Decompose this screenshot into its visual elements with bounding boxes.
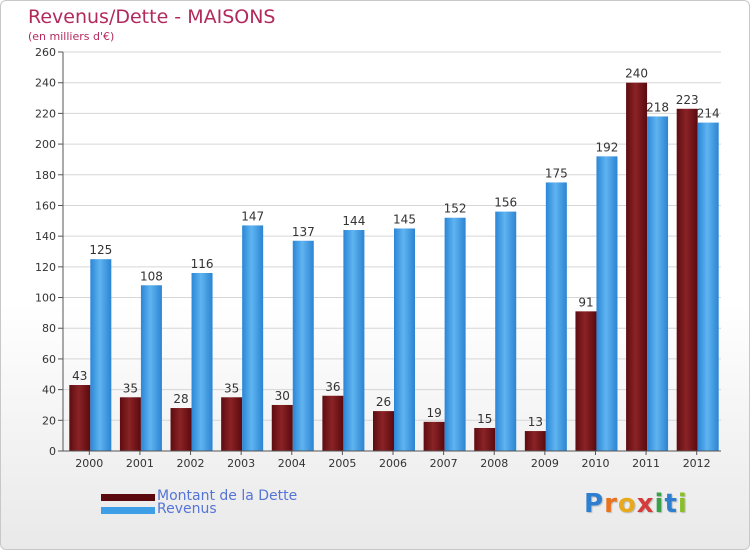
labels-layer: 4312535108281163514730137361442614519152… — [72, 67, 719, 429]
data-label: 116 — [191, 257, 214, 271]
x-tick-label: 2004 — [278, 457, 306, 470]
data-label: 28 — [173, 392, 188, 406]
proxiti-logo: Proxiti — [584, 489, 688, 519]
bar-dette-2009 — [524, 431, 546, 451]
data-label: 144 — [342, 214, 365, 228]
data-label: 26 — [376, 395, 391, 409]
x-tick-label: 2010 — [581, 457, 609, 470]
bar-dette-2012 — [676, 108, 698, 452]
bar-revenus-2003 — [242, 225, 264, 451]
bar-revenus-2010 — [596, 156, 618, 451]
logo-letter: i — [677, 489, 688, 519]
data-label: 156 — [494, 196, 517, 210]
bar-revenus-2002 — [191, 272, 213, 451]
data-label: 35 — [123, 381, 138, 395]
x-tick-label: 2009 — [531, 457, 559, 470]
x-tick-label: 2011 — [632, 457, 660, 470]
data-label: 35 — [224, 381, 239, 395]
x-tick-label: 2002 — [177, 457, 205, 470]
axis-layer: 0 20 40 60 80 100 120 140 160 180 200 220 240 260 2000… — [35, 46, 721, 470]
x-tick-label: 2012 — [683, 457, 711, 470]
bar-revenus-2007 — [444, 217, 466, 451]
bar-revenus-2012 — [697, 122, 719, 451]
y-tick-label: 200 — [35, 138, 56, 151]
bar-revenus-2006 — [394, 228, 415, 451]
bar-dette-2011 — [626, 82, 648, 451]
bar-dette-2010 — [575, 311, 597, 451]
data-label: 13 — [528, 415, 543, 429]
y-tick-label: 20 — [42, 414, 56, 427]
data-label: 192 — [596, 140, 619, 154]
y-tick-label: 100 — [35, 292, 56, 305]
bar-revenus-2011 — [647, 116, 669, 451]
y-tick-label: 0 — [49, 445, 56, 458]
x-tick-label: 2003 — [227, 457, 255, 470]
bar-revenus-2000 — [90, 259, 112, 451]
bar-dette-2001 — [119, 397, 141, 451]
logo-letter: o — [617, 489, 637, 519]
data-label: 175 — [545, 166, 568, 180]
x-tick-label: 2008 — [480, 457, 508, 470]
logo-letter: t — [664, 489, 678, 519]
bar-revenus-2001 — [140, 285, 162, 451]
logo-letter: r — [604, 489, 618, 519]
bar-revenus-2009 — [545, 182, 567, 451]
bar-dette-2006 — [373, 411, 394, 451]
bar-dette-2004 — [271, 404, 293, 451]
data-label: 91 — [578, 295, 593, 309]
bar-dette-2000 — [69, 385, 91, 451]
chart-subtitle: (en milliers d'€) — [28, 30, 115, 43]
y-tick-label: 160 — [35, 199, 56, 212]
y-tick-label: 260 — [35, 46, 56, 59]
logo-letter: i — [654, 489, 665, 519]
bar-revenus-2005 — [343, 230, 365, 451]
x-tick-label: 2000 — [75, 457, 103, 470]
chart-title: Revenus/Dette - MAISONS — [28, 6, 276, 28]
x-tick-label: 2007 — [430, 457, 458, 470]
bar-dette-2008 — [474, 427, 496, 451]
data-label: 43 — [72, 369, 87, 383]
data-label: 137 — [292, 225, 315, 239]
bar-dette-2003 — [221, 397, 243, 451]
data-label: 223 — [676, 93, 699, 107]
bar-dette-2007 — [423, 421, 445, 451]
data-label: 30 — [275, 389, 290, 403]
data-label: 19 — [426, 406, 441, 420]
y-tick-label: 80 — [42, 322, 56, 335]
logo-letter: P — [584, 489, 605, 519]
legend-swatch-debt — [101, 494, 155, 501]
bar-revenus-2004 — [292, 240, 314, 451]
bars-layer — [69, 82, 719, 452]
y-tick-label: 140 — [35, 230, 56, 243]
data-label: 36 — [325, 380, 340, 394]
legend-label-debt: Montant de la Dette — [157, 488, 298, 504]
y-tick-label: 240 — [35, 77, 56, 90]
y-tick-label: 40 — [42, 384, 56, 397]
data-label: 152 — [444, 202, 467, 216]
x-tick-label: 2006 — [379, 457, 407, 470]
bar-revenus-2008 — [495, 211, 517, 451]
data-label: 15 — [477, 412, 492, 426]
data-label: 147 — [241, 209, 264, 223]
y-tick-label: 220 — [35, 107, 56, 120]
x-tick-label: 2005 — [328, 457, 356, 470]
bar-dette-2005 — [322, 395, 344, 451]
data-label: 125 — [89, 243, 112, 257]
y-tick-label: 60 — [42, 353, 56, 366]
y-tick-label: 120 — [35, 261, 56, 274]
data-label: 240 — [625, 67, 648, 81]
data-label: 145 — [393, 212, 416, 226]
x-tick-label: 2001 — [126, 457, 154, 470]
bar-dette-2002 — [170, 408, 192, 451]
legend-swatch-revenus — [101, 507, 155, 514]
logo-letter: x — [636, 489, 655, 519]
data-label: 214 — [697, 107, 720, 121]
data-label: 108 — [140, 269, 163, 283]
data-label: 218 — [646, 100, 669, 114]
legend-label-revenus: Revenus — [157, 501, 217, 517]
y-tick-label: 180 — [35, 169, 56, 182]
